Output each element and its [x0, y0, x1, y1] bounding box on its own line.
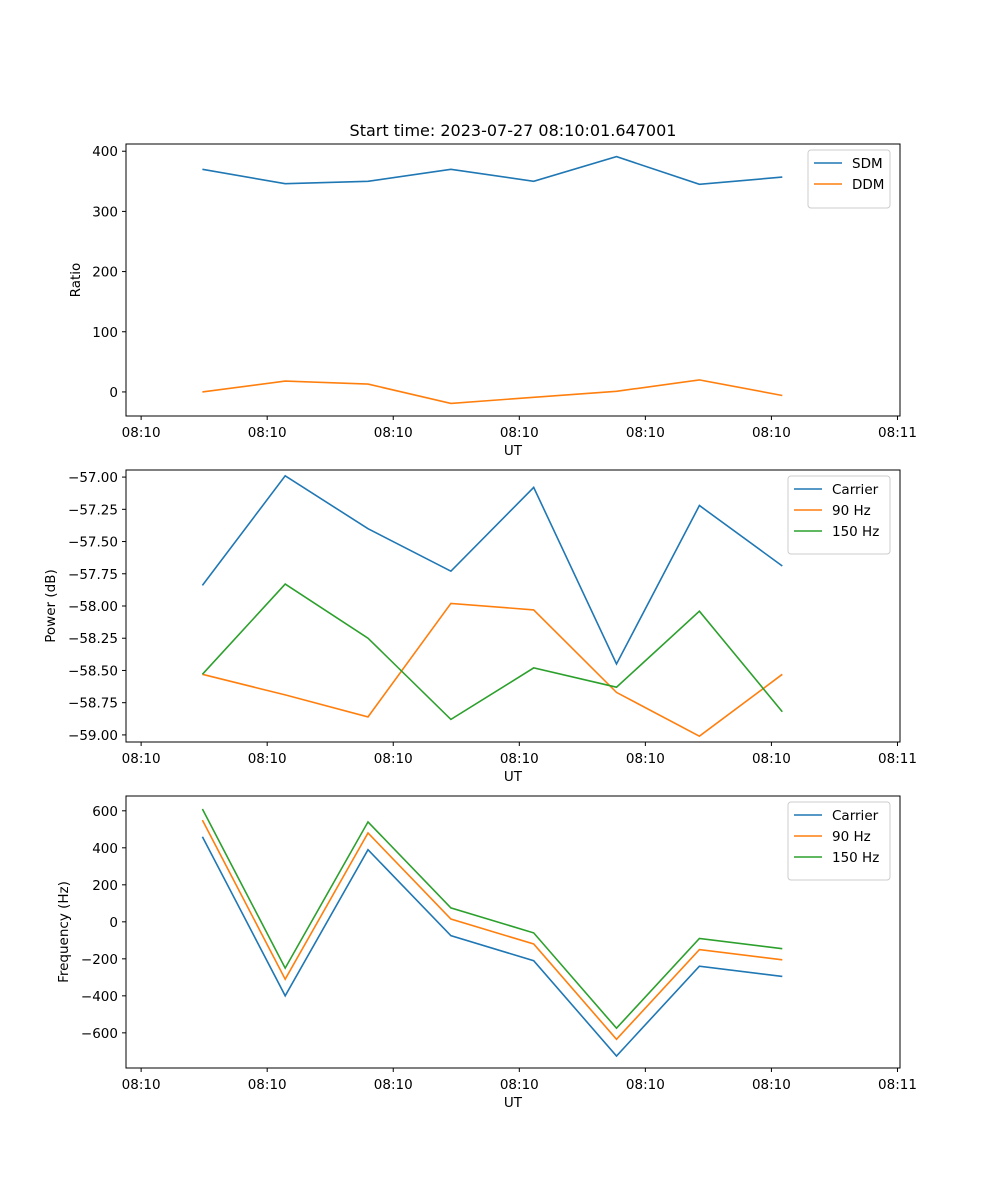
panel-3-y-tick-label: −400 — [81, 989, 118, 1005]
panel-2-legend-box — [787, 475, 891, 555]
panel-2-x-tick-label: 08:10 — [248, 751, 287, 767]
panel-2-legend-label: Carrier — [832, 482, 879, 498]
panel-2-y-tick-label: −57.75 — [68, 567, 118, 583]
panel-1-legend-label: DDM — [852, 177, 884, 193]
panel-3-y-tick-label: 600 — [92, 804, 118, 820]
panel-3-legend-label: 150 Hz — [832, 850, 879, 866]
panel-1-y-tick-label: 400 — [92, 144, 118, 160]
panel-2-legend: Carrier 90 Hz 150 Hz — [787, 475, 891, 555]
panel-1-x-tick-label: 08:10 — [626, 425, 665, 441]
panel-3-axes-frame — [125, 795, 901, 1069]
panel-2-x-tick-label: 08:10 — [500, 751, 539, 767]
panel-2-y-tick-label: −58.25 — [68, 631, 118, 647]
panel-1-legend: SDM DDM — [807, 149, 891, 209]
panel-3-x-tick-label: 08:10 — [626, 1077, 665, 1093]
panel-1-x-tick-label: 08:10 — [248, 425, 287, 441]
panel-3-series-carrier-line — [201, 836, 783, 1058]
panel-1-y-tick-label: 300 — [92, 204, 118, 220]
panel-3-x-tick-label: 08:10 — [122, 1077, 161, 1093]
panel-1-x-axis-label: UT — [504, 443, 523, 459]
panel-3-legend: Carrier 90 Hz 150 Hz — [787, 801, 891, 881]
panel-2-y-tick-label: −58.00 — [68, 599, 118, 615]
panel-1-x-tick-label: 08:11 — [878, 425, 917, 441]
panel-3-x-tick-label: 08:11 — [878, 1077, 917, 1093]
panel-2-y-tick-label: −58.75 — [68, 696, 118, 712]
panel-1-y-tick-label: 0 — [109, 385, 118, 401]
panel-3-y-tick-label: 0 — [109, 915, 118, 931]
panel-2-x-tick-label: 08:11 — [878, 751, 917, 767]
panel-2-x-tick-label: 08:10 — [122, 751, 161, 767]
panel-2-series-carrier-line — [201, 474, 783, 666]
panel-1-x-tick-label: 08:10 — [500, 425, 539, 441]
panel-3-y-tick-label: −600 — [81, 1026, 118, 1042]
panel-3-y-tick-label: 200 — [92, 878, 118, 894]
panel-2-y-tick-label: −57.50 — [68, 535, 118, 551]
figure-title: Start time: 2023-07-27 08:10:01.647001 — [350, 121, 677, 140]
panel-2: 08:10 08:10 08:10 08:10 08:10 08:10 08:11 −57.0… — [43, 469, 917, 785]
panel-2-y-tick-label: −57.25 — [68, 502, 118, 518]
panel-2-y-tick-label: −59.00 — [68, 728, 118, 744]
panel-1-y-tick-label: 200 — [92, 265, 118, 281]
panel-3-y-tick-label: 400 — [92, 841, 118, 857]
panel-1-series-sdm-line — [202, 155, 783, 186]
panel-1-legend-label: SDM — [852, 156, 883, 172]
panel-2-x-tick-label: 08:10 — [626, 751, 665, 767]
panel-2-y-axis-label: Power (dB) — [43, 569, 59, 642]
panel-3-y-axis-label: Frequency (Hz) — [56, 881, 72, 983]
panel-3-y-tick-label: −200 — [81, 952, 118, 968]
panel-2-legend-label: 150 Hz — [832, 524, 879, 540]
panel-3: 08:10 08:10 08:10 08:10 08:10 08:10 08:11 600 40… — [56, 795, 917, 1111]
panel-1-legend-box — [807, 149, 891, 209]
panel-3-x-tick-label: 08:10 — [752, 1077, 791, 1093]
panel-1-y-axis-label: Ratio — [68, 263, 84, 298]
panel-2-legend-label: 90 Hz — [832, 503, 871, 519]
panel-2-axes-frame — [125, 469, 901, 743]
panel-3-legend-box — [787, 801, 891, 881]
panel-3-x-tick-label: 08:10 — [248, 1077, 287, 1093]
panel-2-x-tick-label: 08:10 — [374, 751, 413, 767]
panel-1-x-tick-label: 08:10 — [752, 425, 791, 441]
panel-1-series-ddm-line — [202, 379, 783, 405]
panel-3-legend-label: Carrier — [832, 808, 879, 824]
panel-2-y-tick-label: −57.00 — [68, 470, 118, 486]
panel-2-y-tick-label: −58.50 — [68, 663, 118, 679]
panel-1-axes-frame — [125, 143, 901, 417]
panel-1-x-tick-label: 08:10 — [374, 425, 413, 441]
panel-2-series-150-hz-line — [201, 583, 783, 721]
panel-3-x-tick-label: 08:10 — [374, 1077, 413, 1093]
panel-3-series-150-hz-line — [201, 808, 783, 1030]
panel-2-x-axis-label: UT — [504, 769, 523, 785]
panel-1: 08:10 08:10 08:10 08:10 08:10 08:10 08:11 0 100 2… — [68, 143, 917, 459]
panel-2-series-90-hz-line — [202, 602, 783, 738]
panel-3-x-axis-label: UT — [504, 1095, 523, 1111]
panel-3-legend-label: 90 Hz — [832, 829, 871, 845]
panel-2-x-tick-label: 08:10 — [752, 751, 791, 767]
panel-1-x-tick-label: 08:10 — [122, 425, 161, 441]
panel-1-y-tick-label: 100 — [92, 325, 118, 341]
panel-3-series-90-hz-line — [201, 819, 783, 1041]
panel-3-x-tick-label: 08:10 — [500, 1077, 539, 1093]
